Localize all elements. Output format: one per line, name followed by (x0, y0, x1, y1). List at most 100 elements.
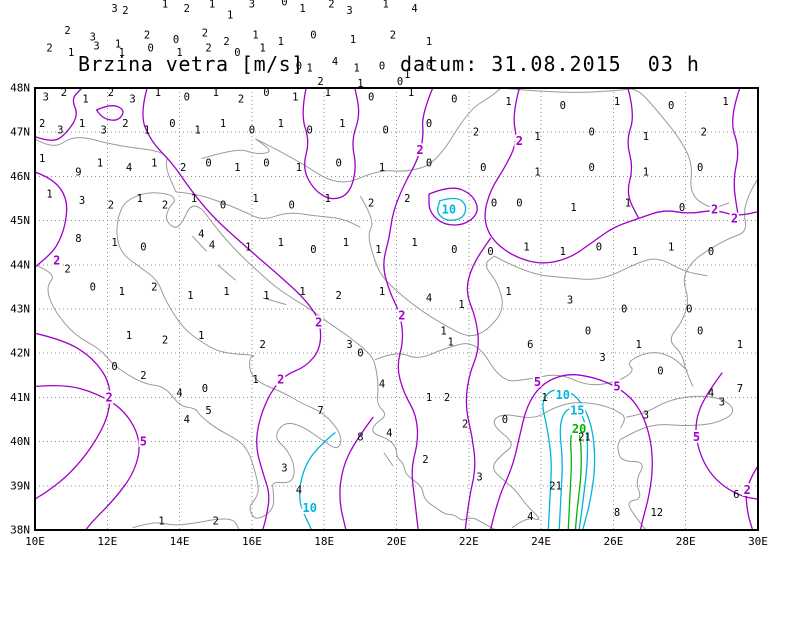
x-axis-tick-label: 26E (603, 535, 623, 548)
station-value: 3 (57, 125, 63, 137)
station-value: 1 (252, 193, 258, 205)
contour-level-2 (142, 88, 322, 530)
contour-level-2 (484, 88, 758, 264)
x-axis-tick-label: 16E (242, 535, 262, 548)
station-value: 1 (119, 47, 125, 59)
contour-level-5 (695, 372, 758, 500)
station-value: 1 (299, 3, 305, 15)
contour-level-2 (302, 88, 360, 200)
station-value: 0 (249, 125, 255, 137)
map-outline (383, 452, 394, 467)
station-value: 0 (296, 60, 302, 72)
station-value: 3 (476, 472, 482, 484)
station-value: 1 (79, 118, 85, 130)
station-value: 2 (202, 27, 208, 39)
station-value: 4 (332, 56, 338, 68)
station-value: 2 (328, 0, 334, 11)
station-value: 2 (39, 118, 45, 130)
x-axis-tick-label: 20E (387, 535, 407, 548)
station-value: 0 (657, 365, 663, 377)
station-value: 1 (137, 193, 143, 205)
station-value: 1 (234, 162, 240, 174)
station-value: 0 (310, 244, 316, 256)
x-axis-tick-label: 28E (676, 535, 696, 548)
contour-level-10 (299, 432, 336, 530)
station-value: 1 (632, 246, 638, 258)
station-value: 3 (346, 339, 352, 351)
map-outline (617, 439, 647, 530)
station-value: 1 (636, 339, 642, 351)
station-value: 3 (101, 125, 107, 137)
map-outline (670, 178, 758, 387)
station-value: 0 (426, 158, 432, 170)
map-outline (201, 138, 270, 160)
station-value: 1 (39, 153, 45, 165)
station-value: 0 (679, 202, 685, 214)
station-value: 6 (527, 339, 533, 351)
contour-label: 2 (277, 373, 284, 387)
station-value: 1 (426, 36, 432, 48)
station-value: 2 (61, 87, 67, 99)
station-value: 2 (64, 25, 70, 37)
contour-label: 2 (711, 203, 718, 217)
station-value: 1 (408, 87, 414, 99)
station-value: 0 (111, 361, 117, 373)
station-value: 0 (281, 0, 287, 8)
station-value: 0 (379, 60, 385, 72)
station-value: 0 (263, 87, 269, 99)
station-value: 0 (220, 200, 226, 212)
map-outline (262, 297, 287, 306)
station-value: 0 (310, 30, 316, 42)
station-value: 2 (162, 200, 168, 212)
contour-level-10 (542, 388, 596, 530)
y-axis-tick-label: 46N (10, 170, 30, 183)
station-value: 3 (643, 410, 649, 422)
station-value: 1 (307, 63, 313, 75)
station-value: 0 (140, 242, 146, 254)
station-value: 1 (737, 339, 743, 351)
station-value: 1 (350, 34, 356, 46)
station-value: 0 (596, 242, 602, 254)
y-axis-tick-label: 48N (10, 82, 30, 95)
map-outline (493, 255, 708, 280)
station-value: 1 (448, 337, 454, 349)
station-value: 1 (158, 516, 164, 528)
station-value: 0 (589, 162, 595, 174)
contour-label: 5 (613, 379, 620, 393)
station-value: 3 (129, 94, 135, 106)
station-value: 4 (184, 414, 190, 426)
station-value: 4 (386, 427, 392, 439)
station-value: 1 (440, 326, 446, 338)
station-value: 1 (357, 78, 363, 90)
station-value: 1 (404, 69, 410, 81)
station-value: 1 (260, 43, 266, 55)
map-outline (132, 518, 240, 530)
station-value: 0 (451, 244, 457, 256)
station-value: 0 (426, 118, 432, 130)
x-axis-tick-label: 18E (314, 535, 334, 548)
station-value: 1 (560, 246, 566, 258)
station-value: 1 (534, 167, 540, 179)
contour-level-20 (567, 427, 582, 530)
station-value: 3 (719, 396, 725, 408)
contour-label: 2 (105, 390, 112, 404)
station-value: 1 (426, 392, 432, 404)
station-value: 1 (119, 286, 125, 298)
station-value: 0 (480, 162, 486, 174)
station-value: 0 (585, 326, 591, 338)
station-value: 1 (227, 10, 233, 22)
station-value: 0 (397, 76, 403, 88)
station-value: 3 (90, 32, 96, 44)
station-value: 0 (589, 127, 595, 139)
station-value: 1 (505, 96, 511, 108)
station-value: 8 (75, 233, 81, 245)
station-value: 1 (411, 237, 417, 249)
y-axis-tick-label: 38N (10, 524, 30, 537)
station-value: 1 (115, 38, 121, 50)
station-value: 1 (339, 118, 345, 130)
station-value: 1 (643, 167, 649, 179)
station-value: 0 (697, 326, 703, 338)
contour-label: 15 (570, 404, 584, 418)
